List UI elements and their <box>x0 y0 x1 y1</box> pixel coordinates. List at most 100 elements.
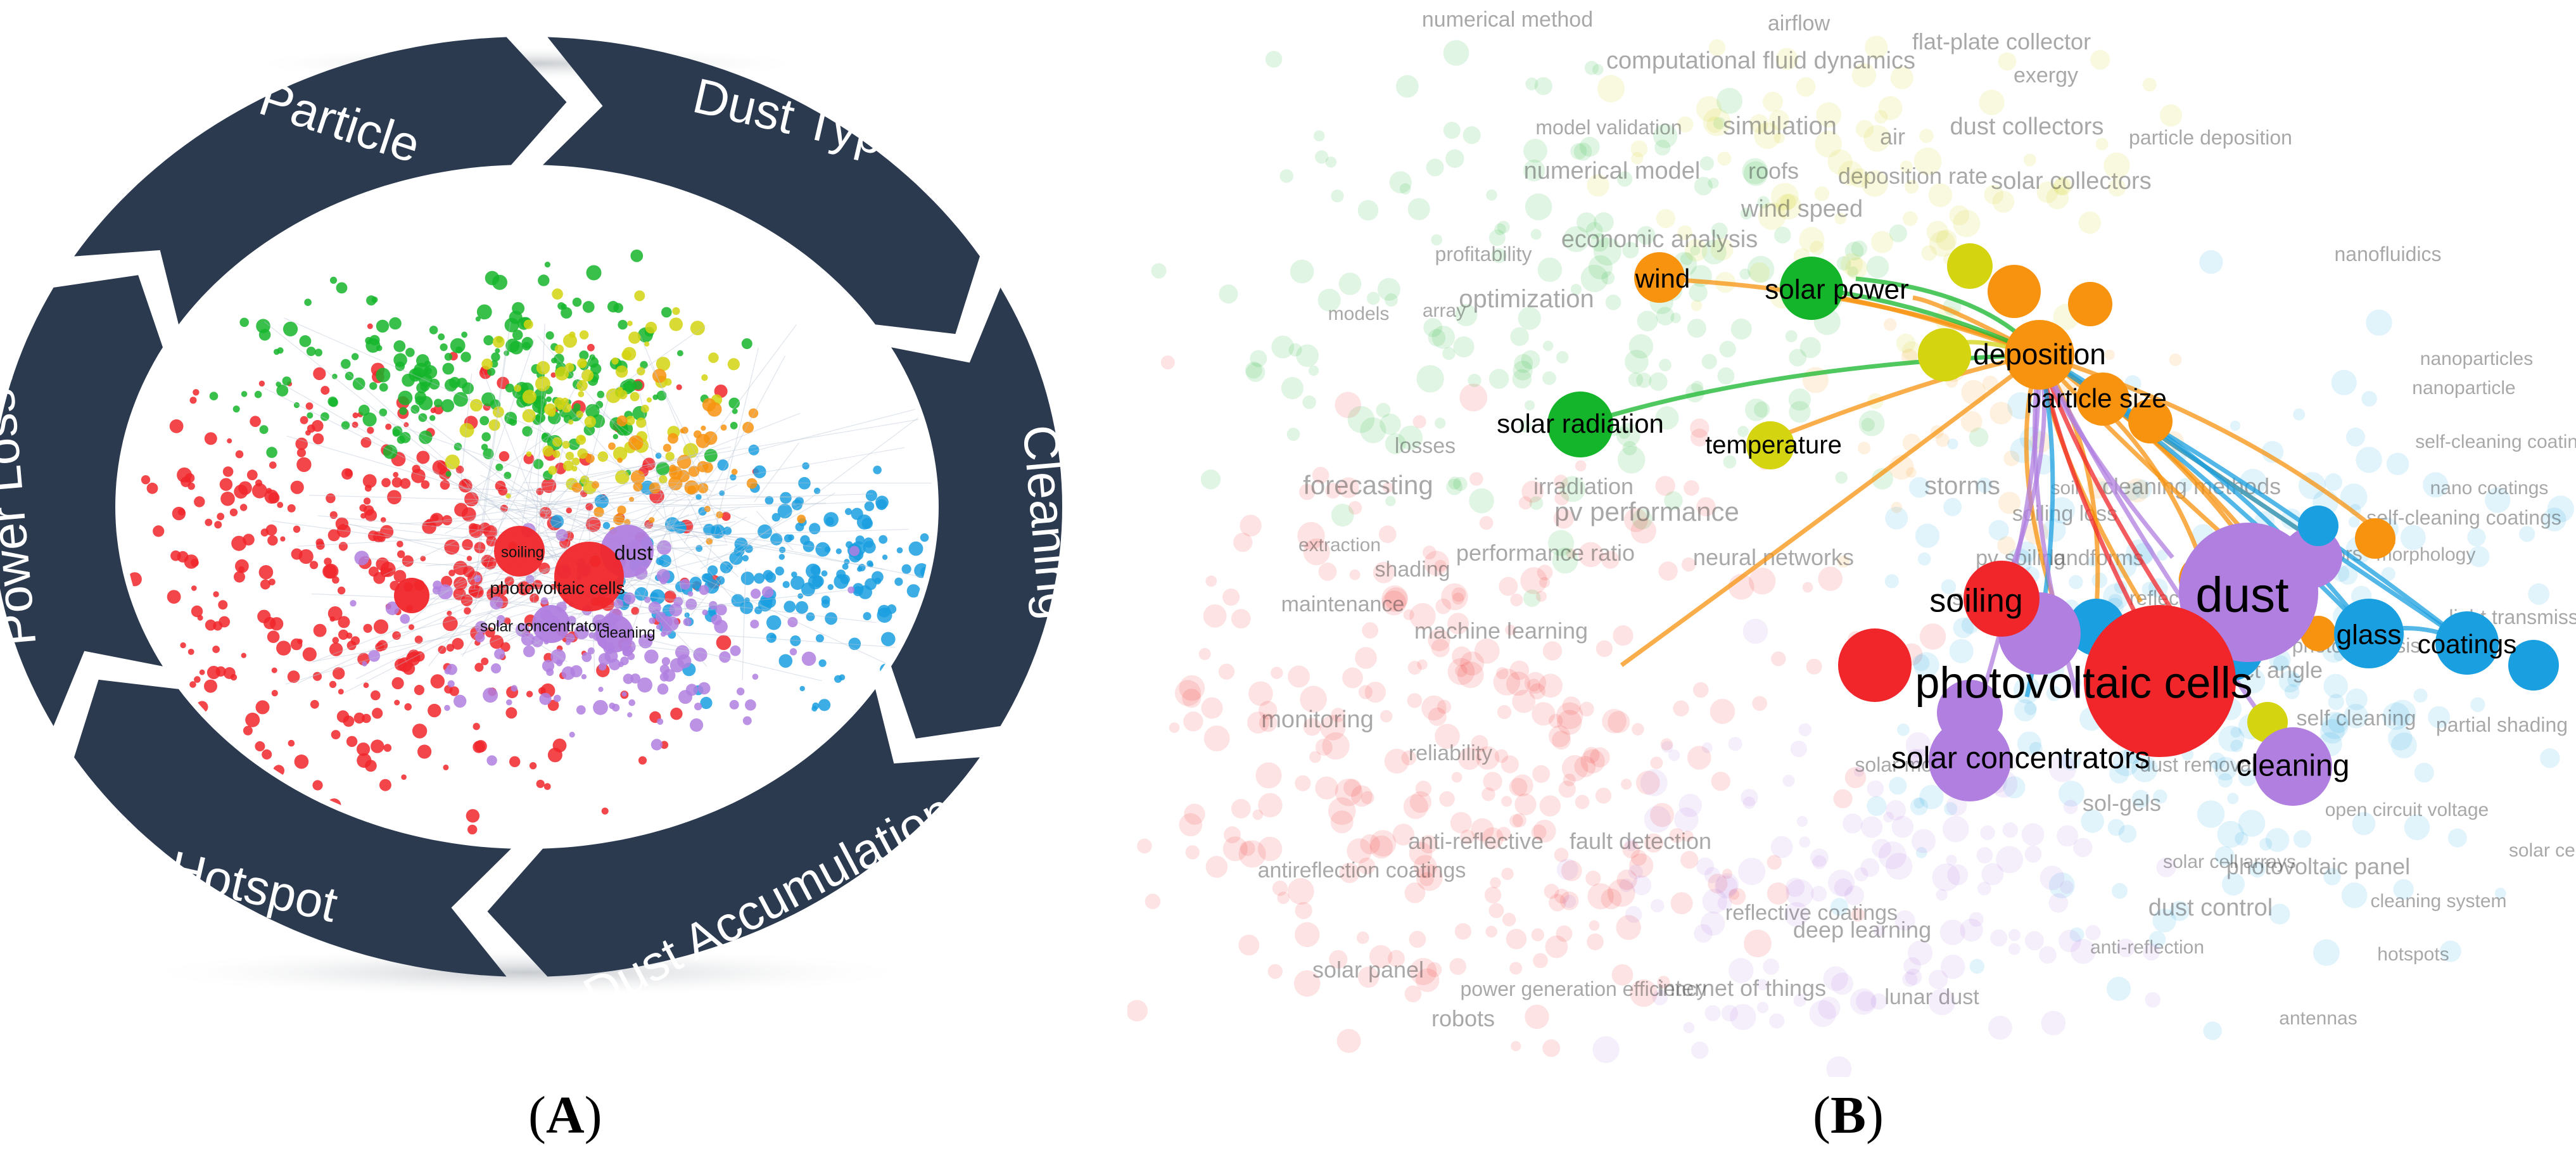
mini-node <box>329 511 338 519</box>
mini-node <box>442 616 458 632</box>
background-node <box>1773 132 1785 144</box>
node-solar-concentrators <box>1929 719 2011 801</box>
mini-node <box>398 390 413 405</box>
background-node <box>1469 472 1483 486</box>
background-node <box>1482 787 1495 801</box>
mini-node <box>312 780 323 791</box>
mini-node <box>748 444 759 455</box>
mini-node <box>421 480 430 489</box>
mini-node <box>414 635 423 644</box>
caption-b: (B) <box>1813 1086 1884 1145</box>
mini-hub-node <box>595 615 633 653</box>
mini-edge <box>690 542 751 615</box>
node-label-solar-power: solar power <box>1765 274 1908 305</box>
mini-edge <box>474 422 535 605</box>
background-node <box>2053 176 2072 196</box>
background-node <box>1894 910 1915 931</box>
background-node <box>1786 879 1814 907</box>
mini-node <box>815 542 830 557</box>
background-node <box>1542 371 1556 385</box>
background-node <box>1680 851 1699 869</box>
mini-node <box>494 648 505 659</box>
background-node <box>1632 875 1652 896</box>
faded-term: performance ratio <box>1456 540 1635 566</box>
background-node <box>1563 895 1577 908</box>
background-node <box>1998 52 2017 71</box>
mini-node <box>523 645 535 658</box>
background-node <box>2494 888 2506 900</box>
mini-node <box>566 633 575 643</box>
mini-node <box>629 497 635 502</box>
background-node <box>2023 153 2036 167</box>
mini-node <box>621 691 627 697</box>
mini-node <box>543 783 551 790</box>
mini-node <box>461 331 467 338</box>
background-node <box>1409 931 1426 948</box>
background-node <box>2404 814 2430 841</box>
mini-node <box>861 518 873 529</box>
background-node <box>1404 882 1426 903</box>
background-node <box>1330 810 1354 834</box>
mini-node <box>368 649 381 662</box>
background-node <box>1533 819 1556 843</box>
background-node <box>1145 893 1161 910</box>
mini-node <box>490 635 504 649</box>
mini-node <box>338 542 348 551</box>
faded-term: hotspots <box>2377 944 2449 965</box>
background-node <box>1668 749 1680 761</box>
mini-node <box>539 507 552 519</box>
background-node <box>1448 476 1461 490</box>
background-node <box>1776 48 1798 70</box>
faded-term: shading <box>1374 557 1450 582</box>
mini-node <box>346 736 358 748</box>
background-node <box>1828 869 1855 896</box>
mini-node <box>459 478 473 493</box>
background-node <box>1388 950 1405 967</box>
background-node <box>2141 582 2157 597</box>
mini-node <box>459 423 474 438</box>
background-node <box>1182 689 1202 708</box>
mini-node <box>771 513 781 522</box>
background-node <box>1696 857 1715 876</box>
background-node <box>1659 359 1672 372</box>
background-node <box>1861 417 1875 432</box>
mini-node <box>562 460 574 471</box>
mini-node <box>669 603 682 617</box>
background-node <box>1434 559 1447 572</box>
mini-node <box>205 619 217 631</box>
mini-node <box>684 612 690 618</box>
mini-node <box>617 457 623 463</box>
background-node <box>1421 695 1447 721</box>
mini-node <box>194 676 201 683</box>
background-node <box>2059 780 2084 807</box>
mini-node <box>646 634 654 642</box>
background-node <box>1928 988 1956 1016</box>
background-node <box>2389 699 2416 727</box>
background-node <box>1518 496 1532 510</box>
mini-node <box>266 488 272 494</box>
mini-node <box>379 383 388 392</box>
background-node <box>1309 751 1321 763</box>
background-node <box>1494 223 1506 236</box>
mini-node <box>630 673 640 684</box>
mini-node <box>522 341 531 351</box>
background-node <box>1976 477 1992 494</box>
mini-node <box>379 408 388 417</box>
mini-node <box>438 646 447 654</box>
background-node <box>2328 713 2349 734</box>
mini-node <box>441 576 452 587</box>
mini-node <box>418 413 428 422</box>
mini-node <box>676 384 682 390</box>
mini-node <box>672 307 680 315</box>
background-node <box>1160 355 1175 370</box>
background-node <box>2108 179 2126 197</box>
mini-node <box>416 382 428 393</box>
background-node <box>1222 836 1248 862</box>
faded-term: numerical model <box>1524 158 1701 184</box>
mini-edge <box>742 568 746 680</box>
background-node <box>1413 855 1437 879</box>
background-node <box>1151 263 1167 279</box>
background-node <box>2153 789 2167 804</box>
mini-node <box>584 416 596 428</box>
mini-node <box>298 549 314 564</box>
